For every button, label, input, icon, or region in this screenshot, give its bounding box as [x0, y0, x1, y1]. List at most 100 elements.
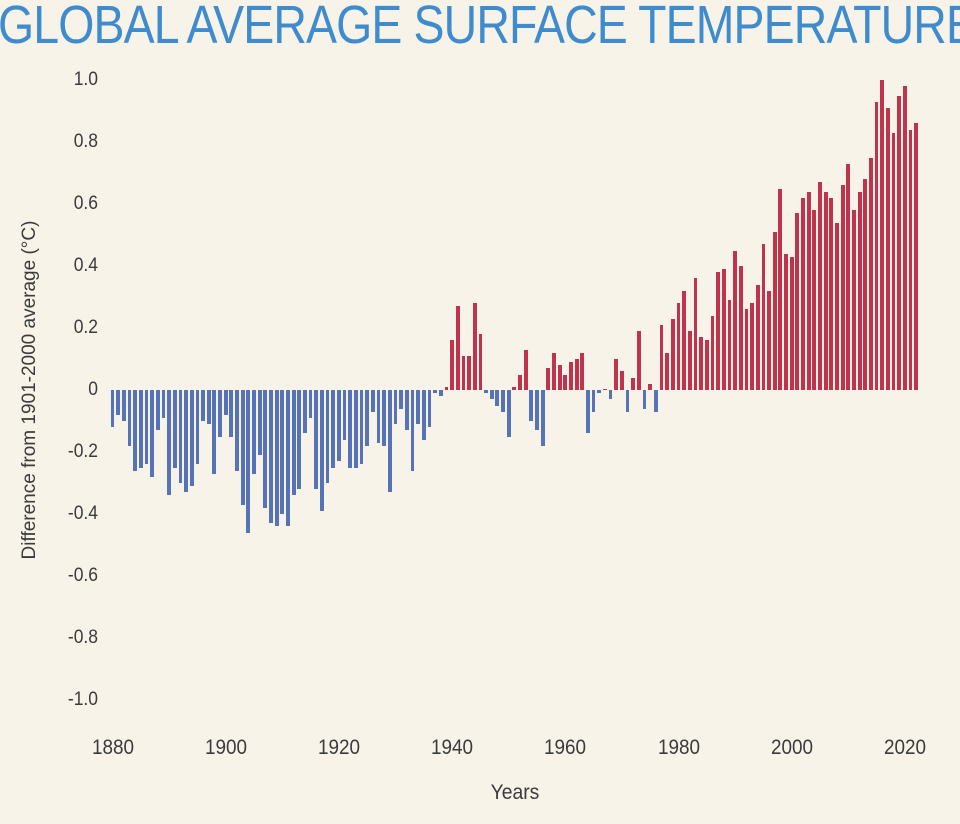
bar-1889	[161, 390, 166, 418]
bar-1995	[761, 244, 766, 390]
x-tick-label: 2020	[883, 736, 926, 759]
x-tick-label: 1980	[657, 736, 700, 759]
bar-1997	[772, 231, 777, 390]
bar-1919	[331, 390, 336, 468]
bar-2018	[891, 132, 896, 390]
bar-1986	[710, 315, 715, 390]
bar-1944	[472, 303, 477, 390]
x-tick-label: 2000	[770, 736, 813, 759]
y-tick-label: 0.4	[73, 255, 98, 276]
bar-1991	[738, 266, 743, 390]
bar-1926	[370, 390, 375, 412]
bar-1887	[150, 390, 155, 477]
bar-2013	[863, 179, 868, 390]
bar-1909	[274, 390, 279, 527]
bar-2022	[914, 123, 919, 390]
bar-1925	[365, 390, 370, 446]
bar-1927	[376, 390, 381, 443]
bar-2002	[801, 197, 805, 390]
bar-1933	[410, 390, 415, 471]
x-tick-label: 1900	[204, 736, 247, 759]
bar-1945	[478, 334, 483, 390]
bar-1891	[172, 390, 177, 468]
bar-1946	[484, 390, 488, 394]
bar-1980	[676, 303, 681, 390]
y-tick-label: 1.0	[73, 69, 98, 90]
bar-1907	[263, 390, 268, 508]
bar-1996	[767, 290, 771, 390]
x-tick-label: 1960	[544, 736, 587, 759]
bar-1914	[303, 390, 307, 434]
bar-1951	[512, 386, 517, 390]
y-tick-label: 0.6	[73, 193, 98, 214]
bar-1917	[320, 390, 324, 511]
y-tick-label: 0	[88, 379, 98, 400]
bar-1975	[648, 383, 653, 390]
bar-1949	[501, 390, 505, 412]
bar-2008	[835, 222, 839, 390]
bar-1895	[195, 390, 200, 465]
bar-1948	[495, 390, 500, 406]
bar-1892	[178, 390, 183, 483]
bar-1942	[461, 355, 466, 390]
bar-1934	[416, 390, 421, 425]
x-tick-label: 1920	[317, 736, 360, 759]
bar-1904	[246, 390, 251, 533]
bar-1922	[348, 390, 353, 468]
bar-1953	[523, 349, 528, 390]
y-tick-label: -0.2	[67, 441, 98, 462]
bar-1966	[597, 390, 602, 394]
bar-1985	[704, 340, 709, 390]
bar-1989	[727, 300, 732, 390]
bar-1960	[563, 374, 568, 390]
chart-title: GLOBAL AVERAGE SURFACE TEMPERATURE	[0, 0, 960, 55]
bar-2000	[789, 256, 794, 390]
bar-1952	[518, 374, 522, 390]
bar-2011	[852, 210, 856, 390]
bar-1923	[353, 390, 358, 468]
bar-1998	[778, 188, 783, 390]
bar-1962	[574, 359, 579, 390]
bar-1974	[642, 390, 647, 409]
bar-1913	[297, 390, 302, 490]
bar-1968	[608, 390, 613, 400]
bar-1957	[546, 368, 551, 390]
bar-1977	[659, 324, 664, 390]
bar-1994	[755, 284, 760, 390]
bar-2003	[806, 191, 811, 390]
bar-1993	[750, 303, 754, 390]
y-tick-label: -0.4	[67, 503, 98, 524]
bar-1956	[540, 390, 545, 446]
bar-1915	[308, 390, 313, 418]
bar-1937	[433, 390, 438, 394]
bar-2014	[869, 157, 873, 390]
bar-1886	[144, 390, 149, 465]
bar-2017	[886, 107, 890, 390]
bar-1967	[603, 389, 607, 390]
bar-1901	[229, 390, 234, 437]
bar-1906	[257, 390, 262, 456]
bar-1911	[286, 390, 290, 527]
bar-1941	[455, 306, 460, 390]
bar-1928	[382, 390, 387, 446]
bar-1970	[620, 371, 624, 390]
y-tick-label: -1.0	[67, 689, 98, 710]
bar-1893	[184, 390, 188, 493]
bar-1982	[687, 331, 692, 390]
bar-1990	[733, 250, 737, 390]
bar-1905	[252, 390, 256, 474]
bar-1885	[138, 390, 143, 468]
bar-1972	[631, 377, 636, 390]
bar-1902	[235, 390, 239, 471]
bar-1900	[223, 390, 228, 415]
bar-2004	[812, 210, 817, 390]
bar-1888	[155, 390, 160, 431]
x-axis-label: Years	[490, 781, 540, 804]
bar-2016	[880, 80, 885, 390]
bar-2020	[903, 86, 907, 390]
bar-1969	[614, 359, 619, 390]
bar-1959	[557, 365, 562, 390]
bar-1950	[506, 390, 511, 437]
bar-1890	[167, 390, 171, 496]
bar-1987	[716, 272, 721, 390]
